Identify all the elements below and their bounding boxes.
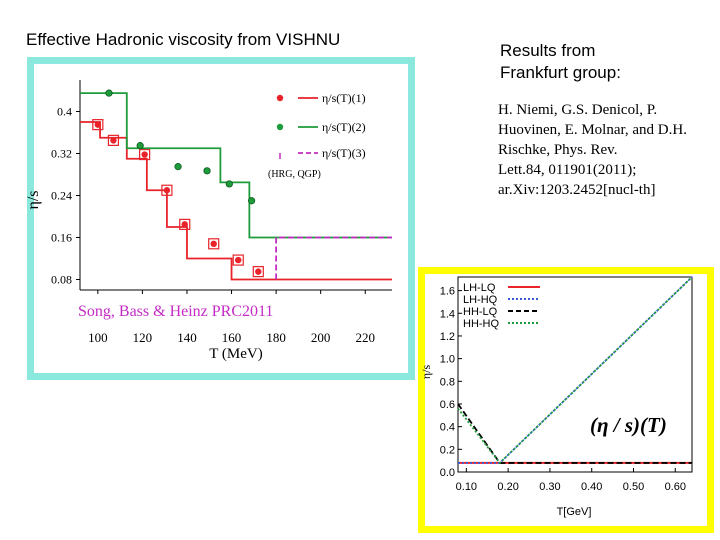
y-tick-label: 0.8 (440, 376, 455, 388)
right-heading-line: Frankfurt group: (500, 63, 621, 82)
legend-label: LH-HQ (463, 294, 498, 306)
y-axis-label: η/s (419, 365, 433, 380)
x-tick-label: 120 (133, 330, 153, 345)
x-tick-label: 220 (356, 330, 376, 345)
x-tick-label: 200 (311, 330, 331, 345)
x-tick-label: 180 (266, 330, 286, 345)
y-axis-label: η/s (25, 190, 42, 209)
reference-line: Huovinen, E. Molnar, and D.H. (498, 122, 687, 138)
right-heading-line: Results from (500, 41, 596, 60)
y-tick-label: 0.0 (440, 467, 455, 479)
x-tick-label: 100 (88, 330, 108, 345)
data-point-red (163, 187, 171, 194)
plot-box (457, 276, 693, 473)
legend-label: η/s(T)(3) (322, 146, 366, 160)
legend-marker (276, 94, 284, 102)
x-tick-label: 0.10 (456, 481, 477, 493)
x-tick-label: 0.20 (497, 481, 518, 493)
y-tick-label: 0.16 (51, 231, 72, 245)
legend-label: η/s(T)(1) (322, 91, 366, 105)
data-point-red (94, 121, 102, 128)
x-axis-label: T[GeV] (557, 506, 592, 518)
x-tick-label: 0.50 (623, 481, 644, 493)
legend-label: HH-HQ (463, 318, 499, 330)
legend-label: LH-LQ (463, 282, 496, 294)
data-point-green (248, 197, 256, 205)
reference-line: Rischke, Phys. Rev. (498, 142, 618, 158)
y-tick-label: 1.4 (440, 308, 455, 320)
chart-annotation: Song, Bass & Heinz PRC2011 (78, 303, 273, 320)
y-tick-label: 1.6 (440, 286, 455, 298)
data-point-red (255, 268, 262, 275)
x-tick-label: 0.40 (581, 481, 602, 493)
data-point-green (174, 163, 182, 171)
left-chart-frame (27, 57, 415, 380)
y-tick-label: 0.32 (51, 147, 72, 161)
y-tick-label: 0.2 (440, 444, 455, 456)
y-tick-label: 0.4 (57, 105, 72, 119)
data-point-red (208, 238, 220, 250)
reference-line: ar.Xiv:1203.2452[nucl-th] (498, 182, 656, 198)
data-point-green (203, 167, 211, 175)
series-line-green (80, 92, 392, 239)
y-tick-label: 0.24 (51, 189, 72, 203)
left-heading: Effective Hadronic viscosity from VISHNU (26, 30, 341, 49)
legend-label: HH-LQ (463, 306, 498, 318)
data-point-red (252, 266, 264, 278)
legend-marker (276, 123, 284, 131)
y-tick-label: 0.08 (51, 273, 72, 287)
data-point-red (141, 151, 148, 158)
data-point-red (110, 137, 117, 144)
right-heading: Results from Frankfurt group: (500, 40, 621, 84)
data-point-green (136, 142, 144, 150)
data-point-red (179, 218, 191, 230)
x-tick-label: 140 (177, 330, 197, 345)
chart-annotation: (η / s)(T) (590, 413, 667, 437)
data-point-red (232, 254, 244, 266)
y-tick-label: 0.4 (440, 422, 455, 434)
x-tick-label: 0.30 (539, 481, 560, 493)
x-axis-label: T (MeV) (209, 346, 262, 362)
x-tick-label: 160 (222, 330, 242, 345)
right-chart-frame (418, 267, 714, 533)
data-point-red (139, 148, 151, 161)
y-tick-label: 0.6 (440, 399, 455, 411)
y-tick-label: 1.2 (440, 331, 455, 343)
data-point-red (92, 119, 104, 131)
reference-text: H. Niemi, G.S. Denicol, P. Huovinen, E. … (498, 100, 720, 200)
series-line-green (457, 276, 693, 465)
legend-label: η/s(T)(2) (322, 120, 366, 134)
x-tick-label: 0.60 (665, 481, 686, 493)
data-point-red (235, 256, 242, 264)
data-point-red (161, 184, 173, 196)
reference-line: H. Niemi, G.S. Denicol, P. (498, 102, 658, 118)
legend-note: (HRG, QGP) (268, 169, 321, 180)
y-tick-label: 1.0 (440, 354, 455, 366)
data-point-red (107, 134, 120, 146)
reference-line: Lett.84, 011901(2011); (498, 162, 637, 178)
data-point-green (225, 180, 233, 188)
data-point-green (105, 89, 113, 97)
series-line-magenta (275, 236, 392, 280)
data-point-red (210, 240, 217, 247)
data-point-red (181, 221, 188, 228)
